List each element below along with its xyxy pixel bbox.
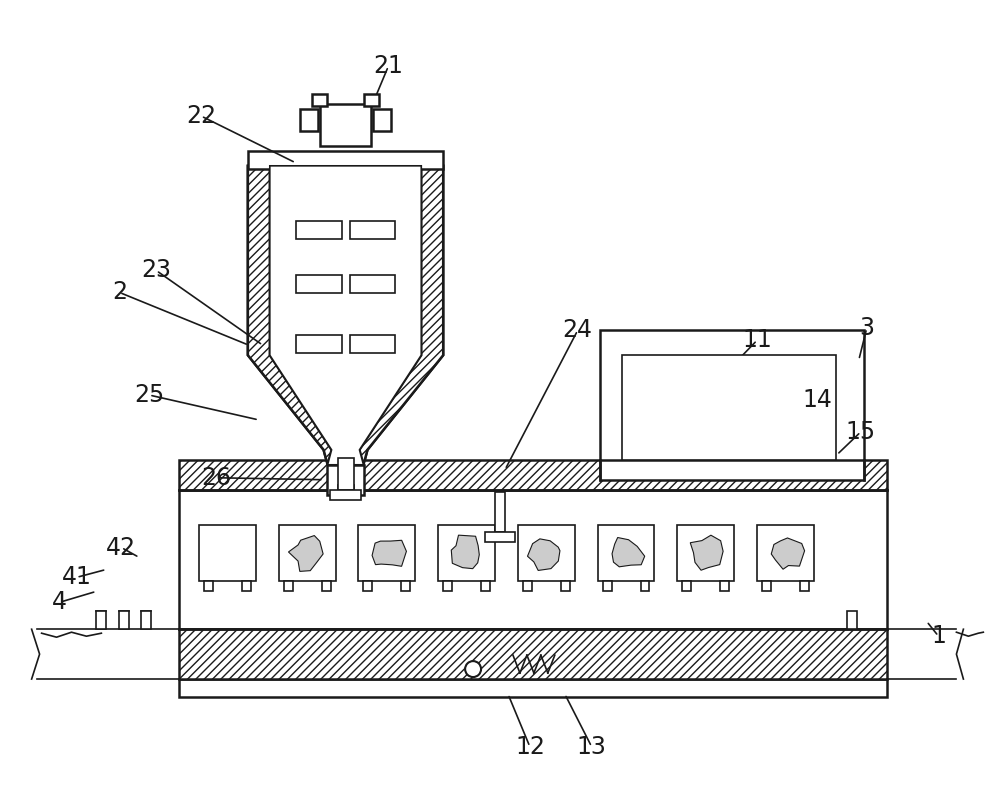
- Bar: [600, 330, 864, 480]
- Text: 25: 25: [134, 383, 164, 407]
- Bar: [350, 335, 395, 353]
- Text: 15: 15: [846, 420, 876, 444]
- Bar: [322, 581, 331, 592]
- Bar: [523, 581, 532, 592]
- Bar: [312, 94, 327, 106]
- Bar: [296, 276, 342, 293]
- Bar: [199, 525, 256, 581]
- Bar: [518, 525, 575, 581]
- Bar: [677, 525, 734, 581]
- Circle shape: [465, 661, 481, 677]
- Bar: [363, 581, 372, 592]
- Bar: [350, 221, 395, 239]
- Bar: [757, 525, 814, 581]
- Polygon shape: [690, 535, 723, 570]
- Bar: [358, 525, 415, 581]
- Bar: [800, 581, 809, 592]
- Bar: [338, 458, 354, 490]
- Bar: [179, 459, 887, 490]
- Bar: [179, 679, 887, 697]
- Text: 26: 26: [201, 466, 231, 490]
- Bar: [495, 492, 505, 531]
- Bar: [327, 465, 364, 495]
- Text: 24: 24: [563, 318, 593, 343]
- Bar: [847, 611, 857, 629]
- Bar: [481, 581, 490, 592]
- Bar: [179, 629, 887, 679]
- Polygon shape: [248, 166, 443, 465]
- Polygon shape: [288, 535, 323, 571]
- Text: 41: 41: [62, 565, 91, 589]
- Polygon shape: [451, 535, 479, 569]
- Text: 14: 14: [802, 388, 832, 412]
- Polygon shape: [527, 539, 560, 571]
- Bar: [284, 581, 293, 592]
- Bar: [622, 355, 836, 459]
- Bar: [330, 490, 361, 500]
- Bar: [485, 531, 515, 542]
- Text: 42: 42: [106, 535, 136, 559]
- Bar: [96, 611, 106, 629]
- Polygon shape: [270, 166, 421, 465]
- Bar: [338, 484, 354, 495]
- Polygon shape: [372, 540, 406, 567]
- Text: 23: 23: [141, 259, 171, 282]
- Text: 3: 3: [859, 316, 874, 340]
- Polygon shape: [771, 538, 805, 569]
- Bar: [300, 109, 318, 131]
- Bar: [762, 581, 771, 592]
- Text: 11: 11: [742, 328, 772, 352]
- Bar: [641, 581, 649, 592]
- Text: 12: 12: [515, 735, 545, 758]
- Bar: [204, 581, 213, 592]
- Bar: [320, 104, 371, 146]
- Bar: [296, 221, 342, 239]
- Bar: [682, 581, 691, 592]
- Text: 13: 13: [577, 735, 607, 758]
- Polygon shape: [612, 538, 645, 567]
- Bar: [401, 581, 410, 592]
- Bar: [141, 611, 151, 629]
- Bar: [242, 581, 251, 592]
- Bar: [179, 490, 887, 629]
- Text: 2: 2: [112, 280, 127, 305]
- Polygon shape: [359, 166, 443, 465]
- Bar: [279, 525, 336, 581]
- Bar: [598, 525, 654, 581]
- Bar: [296, 335, 342, 353]
- Bar: [373, 109, 391, 131]
- Text: 4: 4: [52, 590, 67, 614]
- Polygon shape: [248, 166, 332, 465]
- Text: 22: 22: [186, 104, 216, 128]
- Bar: [603, 581, 612, 592]
- Bar: [443, 581, 452, 592]
- Bar: [561, 581, 570, 592]
- Bar: [350, 276, 395, 293]
- Bar: [119, 611, 129, 629]
- Bar: [364, 94, 379, 106]
- Text: 21: 21: [373, 54, 403, 78]
- Text: 1: 1: [931, 624, 946, 648]
- Bar: [720, 581, 729, 592]
- Bar: [248, 151, 443, 168]
- Bar: [438, 525, 495, 581]
